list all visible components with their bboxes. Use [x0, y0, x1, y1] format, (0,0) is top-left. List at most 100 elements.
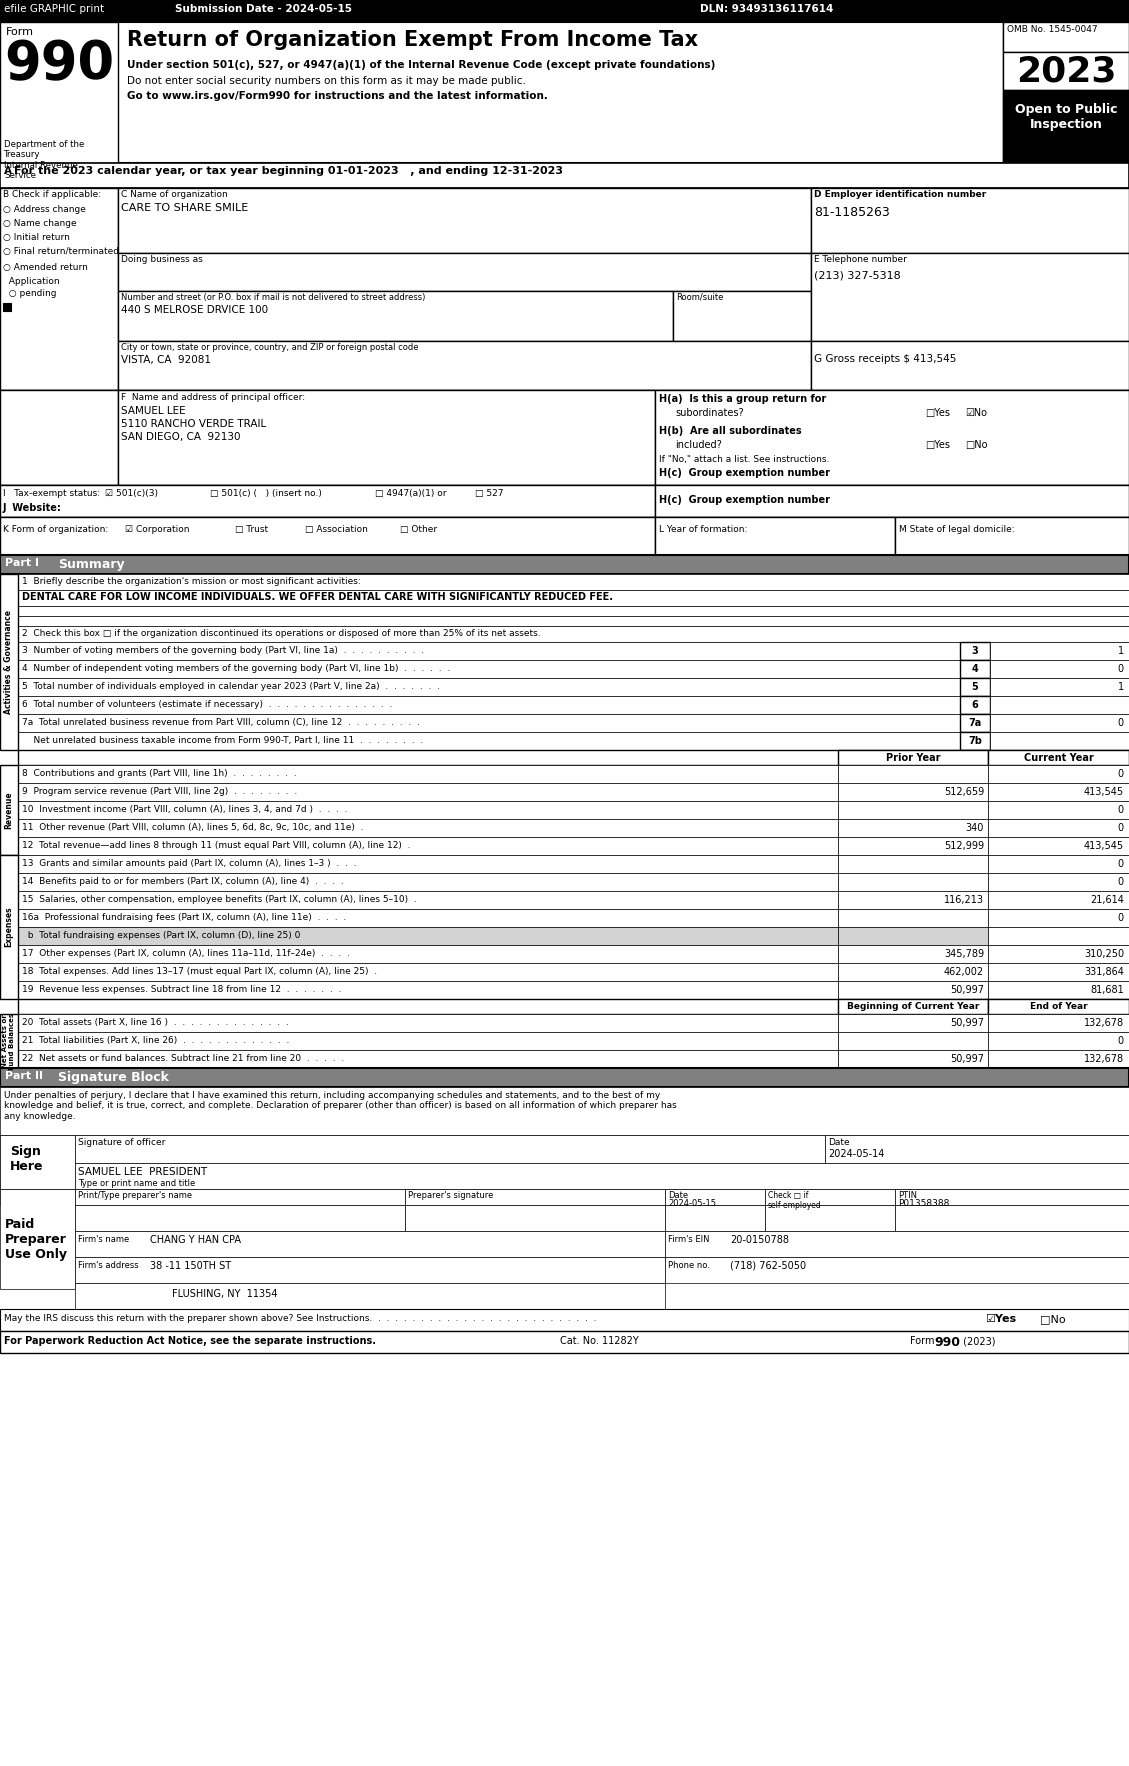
Text: 345,789: 345,789: [944, 948, 984, 959]
Text: Form: Form: [910, 1337, 937, 1346]
Bar: [0, 517, 1129, 555]
Text: City or town, state or province, country, and ZIP or foreign postal code: City or town, state or province, country…: [121, 343, 419, 351]
Bar: [0, 574, 18, 751]
Text: 4  Number of independent voting members of the governing body (Part VI, line 1b): 4 Number of independent voting members o…: [21, 664, 450, 673]
Text: Phone no.: Phone no.: [668, 1261, 710, 1270]
Text: b  Total fundraising expenses (Part IX, column (D), line 25) 0: b Total fundraising expenses (Part IX, c…: [21, 931, 300, 940]
Bar: [119, 390, 655, 486]
Bar: [765, 1189, 895, 1204]
Bar: [75, 1189, 405, 1204]
Text: Return of Organization Exempt From Income Tax: Return of Organization Exempt From Incom…: [126, 30, 698, 49]
Bar: [18, 574, 1129, 590]
Bar: [75, 1204, 405, 1231]
Bar: [75, 1284, 665, 1309]
Bar: [838, 962, 988, 980]
Bar: [838, 765, 988, 782]
Bar: [1003, 21, 1129, 51]
Bar: [18, 616, 1129, 625]
Text: E Telephone number: E Telephone number: [814, 254, 907, 263]
Bar: [988, 945, 1129, 962]
Bar: [665, 1231, 1129, 1257]
Text: B Check if applicable:: B Check if applicable:: [3, 191, 102, 200]
Text: □ Trust: □ Trust: [235, 525, 268, 533]
Text: FLUSHING, NY  11354: FLUSHING, NY 11354: [173, 1289, 278, 1300]
Bar: [18, 872, 838, 892]
Text: 413,545: 413,545: [1084, 841, 1124, 851]
Bar: [1003, 51, 1129, 90]
Bar: [0, 1136, 1129, 1189]
Bar: [0, 486, 1129, 517]
Bar: [988, 872, 1129, 892]
Bar: [988, 855, 1129, 872]
Text: 0: 0: [1118, 858, 1124, 869]
Text: G Gross receipts $ 413,545: G Gross receipts $ 413,545: [814, 353, 956, 364]
Text: P01358388: P01358388: [898, 1199, 949, 1208]
Bar: [0, 486, 655, 517]
Bar: [18, 1000, 1129, 1014]
Text: For Paperwork Reduction Act Notice, see the separate instructions.: For Paperwork Reduction Act Notice, see …: [5, 1337, 376, 1346]
Text: 1  Briefly describe the organization's mission or most significant activities:: 1 Briefly describe the organization's mi…: [21, 577, 361, 586]
Bar: [18, 945, 838, 962]
Bar: [18, 660, 960, 678]
Bar: [665, 1257, 1129, 1284]
Bar: [0, 162, 1129, 187]
Text: 16a  Professional fundraising fees (Part IX, column (A), line 11e)  .  .  .  .: 16a Professional fundraising fees (Part …: [21, 913, 347, 922]
Bar: [988, 782, 1129, 802]
Bar: [0, 1189, 75, 1289]
Bar: [960, 731, 990, 751]
Text: Prior Year: Prior Year: [886, 752, 940, 763]
Text: 0: 0: [1118, 823, 1124, 834]
Bar: [0, 390, 119, 486]
Text: Doing business as: Doing business as: [121, 254, 203, 263]
Text: 20  Total assets (Part X, line 16 )  .  .  .  .  .  .  .  .  .  .  .  .  .  .: 20 Total assets (Part X, line 16 ) . . .…: [21, 1017, 289, 1028]
Bar: [960, 713, 990, 731]
Bar: [765, 1204, 895, 1231]
Bar: [18, 909, 838, 927]
Text: □ 527: □ 527: [475, 489, 504, 498]
Bar: [825, 1136, 1129, 1164]
Text: Summary: Summary: [58, 558, 124, 570]
Bar: [988, 980, 1129, 1000]
Text: Form: Form: [6, 26, 34, 37]
Text: 20-0150788: 20-0150788: [730, 1234, 789, 1245]
Text: Check □ if
self-employed: Check □ if self-employed: [768, 1190, 822, 1210]
Text: D Employer identification number: D Employer identification number: [814, 191, 987, 200]
Text: 1: 1: [1118, 682, 1124, 692]
Text: Sign
Here: Sign Here: [10, 1144, 44, 1173]
Text: Beginning of Current Year: Beginning of Current Year: [847, 1001, 979, 1010]
Text: 13  Grants and similar amounts paid (Part IX, column (A), lines 1–3 )  .  .  .: 13 Grants and similar amounts paid (Part…: [21, 858, 357, 869]
Bar: [18, 606, 1129, 616]
Bar: [655, 390, 1129, 486]
Text: 19  Revenue less expenses. Subtract line 18 from line 12  .  .  .  .  .  .  .: 19 Revenue less expenses. Subtract line …: [21, 985, 341, 994]
Bar: [990, 731, 1129, 751]
Text: 81,681: 81,681: [1091, 985, 1124, 994]
Text: Cat. No. 11282Y: Cat. No. 11282Y: [560, 1337, 639, 1346]
Text: Activities & Governance: Activities & Governance: [5, 609, 14, 713]
Text: 3: 3: [972, 646, 979, 655]
Bar: [811, 341, 1129, 390]
Text: 0: 0: [1118, 913, 1124, 924]
Text: Part II: Part II: [5, 1070, 43, 1081]
Bar: [838, 855, 988, 872]
Text: ☑No: ☑No: [965, 408, 987, 419]
Text: Expenses: Expenses: [5, 906, 14, 947]
Text: Do not enter social security numbers on this form as it may be made public.: Do not enter social security numbers on …: [126, 76, 526, 87]
Text: 8  Contributions and grants (Part VIII, line 1h)  .  .  .  .  .  .  .  .: 8 Contributions and grants (Part VIII, l…: [21, 768, 297, 779]
Text: Submission Date - 2024-05-15: Submission Date - 2024-05-15: [175, 4, 352, 14]
Bar: [0, 1068, 1129, 1088]
Bar: [18, 802, 838, 819]
Text: 50,997: 50,997: [949, 1054, 984, 1063]
Text: 2024-05-15: 2024-05-15: [668, 1199, 716, 1208]
Text: 0: 0: [1118, 1037, 1124, 1045]
Text: 0: 0: [1118, 768, 1124, 779]
Bar: [18, 625, 1129, 643]
Bar: [988, 837, 1129, 855]
Bar: [0, 187, 1129, 390]
Text: H(b)  Are all subordinates: H(b) Are all subordinates: [659, 426, 802, 436]
Text: 21  Total liabilities (Part X, line 26)  .  .  .  .  .  .  .  .  .  .  .  .  .: 21 Total liabilities (Part X, line 26) .…: [21, 1037, 289, 1045]
Bar: [895, 1189, 1129, 1204]
Bar: [990, 678, 1129, 696]
Bar: [75, 1136, 825, 1164]
Text: Revenue: Revenue: [5, 791, 14, 828]
Bar: [0, 1088, 1129, 1136]
